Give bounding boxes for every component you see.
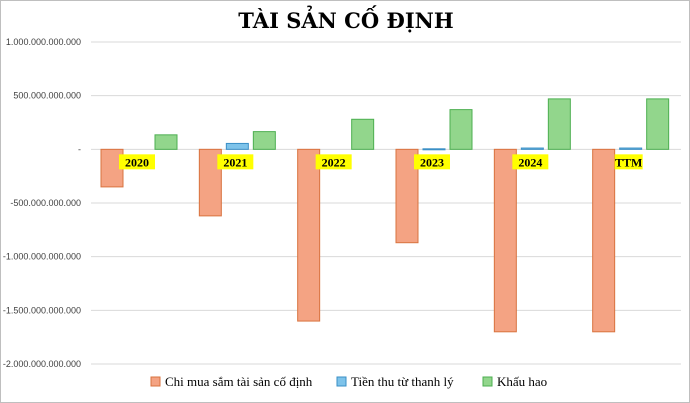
legend-swatch bbox=[336, 376, 347, 387]
y-tick-label: - bbox=[78, 144, 81, 154]
bar bbox=[493, 148, 517, 333]
legend-swatch bbox=[482, 376, 493, 387]
category-label-highlight bbox=[512, 154, 549, 170]
category-label: 2024 bbox=[518, 155, 542, 169]
bar bbox=[646, 98, 670, 150]
category-label-highlight bbox=[614, 154, 643, 170]
bar bbox=[547, 98, 571, 150]
bar bbox=[422, 148, 446, 151]
bar bbox=[592, 148, 616, 333]
category-label-highlight bbox=[414, 154, 450, 170]
y-tick-label: -1.000.000.000.000 bbox=[3, 252, 81, 262]
legend-swatch bbox=[150, 376, 161, 387]
legend-label: Tiền thu từ thanh lý bbox=[351, 374, 454, 389]
category-label-highlight bbox=[119, 154, 155, 170]
y-tick-label: 1.000.000.000.000 bbox=[6, 37, 81, 47]
bar bbox=[225, 142, 249, 150]
bar bbox=[520, 147, 544, 150]
bar bbox=[154, 134, 178, 150]
category-label: 2023 bbox=[420, 155, 444, 169]
category-labels: 2020 2021 2022 2023 2024 TTM bbox=[119, 154, 643, 170]
bar bbox=[619, 147, 643, 150]
y-axis-tick-labels: 1.000.000.000.000 500.000.000.000 - -500.00… bbox=[3, 37, 81, 369]
chart-title: TÀI SẢN CỐ ĐỊNH bbox=[238, 6, 453, 33]
bar bbox=[198, 148, 222, 217]
y-tick-label: -500.000.000.000 bbox=[10, 198, 81, 208]
category-label-highlight bbox=[217, 154, 254, 170]
bar bbox=[252, 131, 276, 150]
y-tick-label: 500.000.000.000 bbox=[13, 91, 81, 101]
category-label: 2020 bbox=[125, 155, 149, 169]
bar bbox=[395, 148, 419, 244]
bar bbox=[297, 148, 321, 322]
legend-label: Khấu hao bbox=[497, 374, 547, 389]
category-label: 2022 bbox=[322, 155, 346, 169]
bar bbox=[449, 109, 473, 150]
category-label-highlight bbox=[315, 154, 352, 170]
bar bbox=[351, 118, 375, 150]
y-tick-label: -2.000.000.000.000 bbox=[3, 359, 81, 369]
y-tick-label: -1.500.000.000.000 bbox=[3, 305, 81, 315]
legend: Chi mua sắm tài sản cố định Tiền thu từ t… bbox=[150, 374, 547, 389]
bars bbox=[100, 98, 670, 333]
category-label: TTM bbox=[615, 155, 642, 169]
legend-label: Chi mua sắm tài sản cố định bbox=[165, 374, 313, 389]
gridlines bbox=[91, 41, 681, 365]
category-label: 2021 bbox=[223, 155, 247, 169]
